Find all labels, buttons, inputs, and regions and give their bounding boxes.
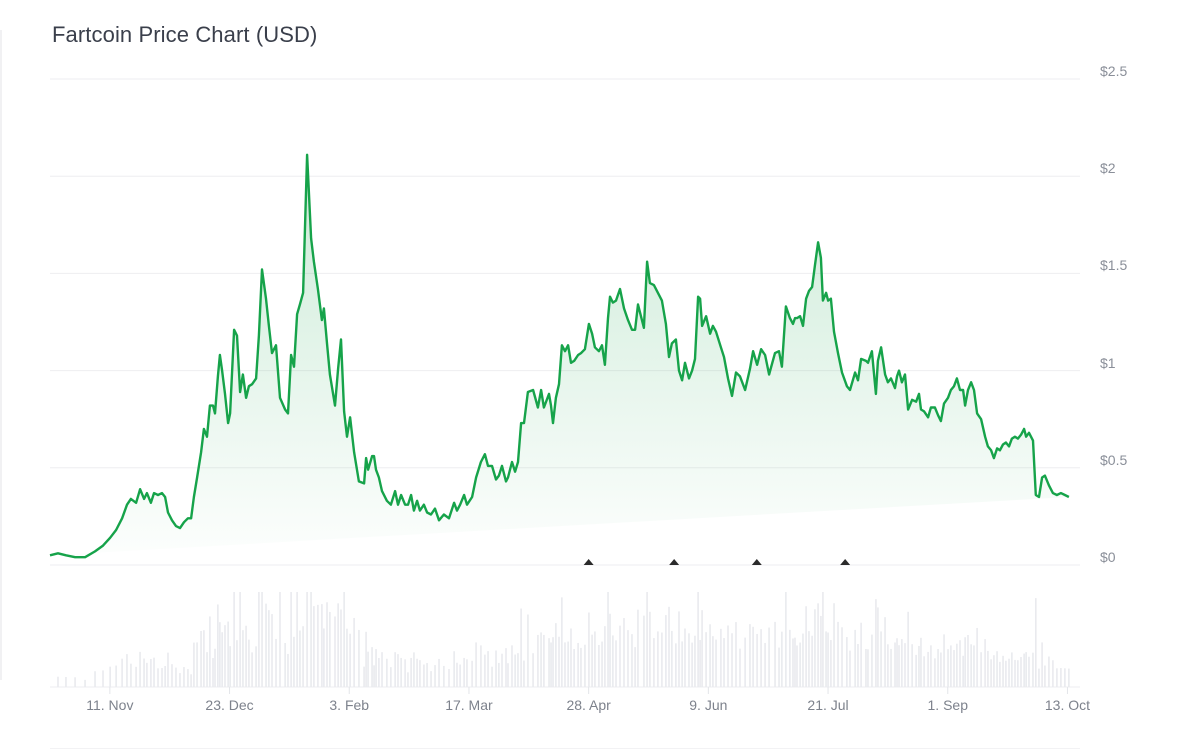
x-tick-label: 21. Jul <box>807 697 849 713</box>
x-tick-label: 11. Nov <box>86 697 134 713</box>
chart-title: Fartcoin Price Chart (USD) <box>52 22 318 47</box>
y-tick-label: $1 <box>1100 354 1116 371</box>
x-tick-label: 13. Oct <box>1044 697 1091 713</box>
volume-bars <box>57 592 1070 687</box>
bottom-divider <box>50 748 1080 749</box>
x-tick-label: 3. Feb <box>329 697 370 713</box>
y-tick-label: $2 <box>1100 160 1116 177</box>
left-border <box>0 30 2 680</box>
x-tick-label: 23. Dec <box>205 697 254 713</box>
y-tick-label: $1.5 <box>1100 257 1128 274</box>
y-tick-label: $0 <box>1100 549 1116 565</box>
x-tick-label: 9. Jun <box>689 697 728 713</box>
x-tick-label: 28. Apr <box>566 697 611 713</box>
event-markers[interactable] <box>583 559 851 565</box>
x-tick-label: 17. Mar <box>445 697 493 713</box>
price-line[interactable] <box>49 153 1070 559</box>
x-tick-marks <box>109 687 1068 694</box>
x-tick-label: 1. Sep <box>927 697 968 713</box>
y-tick-label: $0.5 <box>1100 451 1128 468</box>
triangle-marker-icon[interactable] <box>840 559 851 565</box>
triangle-marker-icon[interactable] <box>583 559 594 565</box>
triangle-marker-icon[interactable] <box>669 559 680 565</box>
y-tick-label: $2.5 <box>1100 63 1128 79</box>
price-area-fill <box>50 154 1069 558</box>
triangle-marker-icon[interactable] <box>751 559 762 565</box>
